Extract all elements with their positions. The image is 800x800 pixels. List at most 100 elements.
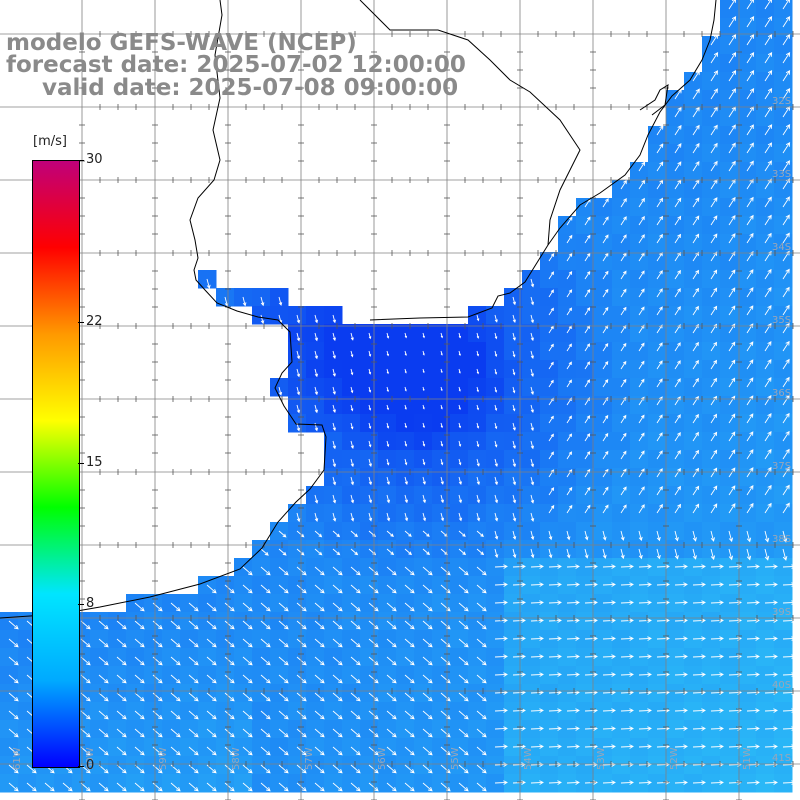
wind-arrow — [404, 638, 415, 648]
wind-speed-cell — [558, 450, 577, 469]
wind-arrow — [170, 746, 181, 756]
wind-speed-cell — [738, 414, 757, 433]
wind-arrow — [746, 467, 754, 478]
wind-arrow — [260, 548, 269, 556]
wind-speed-cell — [720, 378, 739, 397]
wind-arrow — [152, 638, 163, 648]
wind-arrow — [494, 458, 498, 468]
wind-speed-cell — [648, 414, 667, 433]
wind-arrow — [8, 764, 19, 774]
wind-arrow — [332, 548, 341, 556]
wind-arrow — [188, 656, 199, 666]
wind-speed-cell — [648, 486, 667, 505]
coastline — [0, 0, 717, 619]
wind-arrow — [494, 548, 499, 559]
wind-arrow — [566, 379, 572, 388]
wind-arrow — [584, 451, 591, 460]
wind-speed-cell — [720, 342, 739, 361]
wind-speed-cell — [648, 144, 667, 163]
wind-speed-cell — [594, 468, 613, 487]
wind-arrow — [548, 654, 562, 659]
wind-arrow — [620, 342, 627, 352]
wind-arrow — [476, 350, 480, 357]
wind-arrow — [602, 636, 616, 641]
wind-arrow — [332, 332, 336, 342]
wind-arrow — [584, 379, 591, 388]
wind-speed-cell — [738, 0, 757, 19]
wind-speed-cell — [540, 450, 559, 469]
wind-arrow — [638, 672, 652, 677]
wind-arrow — [548, 618, 562, 623]
wind-arrow — [350, 584, 361, 594]
wind-arrow — [476, 440, 480, 448]
wind-arrow — [728, 70, 737, 82]
wind-arrow — [764, 214, 772, 226]
wind-arrow — [746, 636, 760, 641]
wind-speed-cell — [666, 216, 685, 235]
wind-arrow — [98, 764, 109, 774]
wind-arrow — [206, 782, 217, 792]
wind-arrow — [746, 16, 755, 28]
wind-arrow — [728, 503, 736, 514]
wind-arrow — [404, 476, 408, 486]
wind-arrow — [350, 764, 361, 774]
wind-arrow — [638, 600, 652, 605]
wind-arrow — [206, 656, 217, 666]
wind-arrow — [260, 620, 271, 630]
wind-arrow — [278, 584, 289, 594]
wind-arrow — [692, 654, 706, 659]
wind-arrow — [314, 602, 325, 612]
wind-speed-cell — [702, 468, 721, 487]
wind-arrow — [656, 672, 670, 677]
wind-arrow — [620, 360, 627, 370]
wind-arrow — [512, 422, 516, 431]
wind-arrow — [422, 332, 425, 339]
wind-arrow — [44, 782, 55, 792]
wind-arrow — [782, 34, 791, 46]
wind-arrow — [80, 710, 91, 720]
wind-arrow — [332, 314, 337, 324]
wind-arrow — [350, 494, 355, 504]
wind-arrow — [188, 692, 199, 702]
wind-arrow — [746, 70, 755, 82]
wind-arrow — [674, 618, 688, 623]
wind-arrow — [710, 305, 718, 316]
wind-arrow — [26, 782, 37, 792]
wind-speed-cell — [576, 216, 595, 235]
wind-arrow — [710, 780, 724, 785]
wind-speed-cell — [576, 252, 595, 271]
wind-arrow — [332, 386, 336, 395]
wind-speed-cell — [648, 396, 667, 415]
wind-arrow — [656, 564, 670, 569]
wind-arrow — [728, 467, 736, 478]
wind-arrow — [242, 692, 253, 702]
wind-arrow — [548, 708, 562, 713]
wind-speed-cell — [666, 162, 685, 181]
wind-arrow — [548, 582, 562, 587]
colorbar-tick-mark — [78, 160, 84, 161]
wind-speed-cell — [576, 432, 595, 451]
wind-arrow — [764, 124, 773, 136]
wind-arrow — [746, 780, 760, 785]
wind-speed-cell — [774, 486, 793, 505]
latitude-label: 36S — [772, 388, 791, 399]
wind-speed-cell — [594, 378, 613, 397]
wind-arrow — [620, 636, 634, 641]
wind-arrow — [566, 726, 580, 731]
wind-speed-cell — [738, 90, 757, 109]
wind-arrow — [278, 656, 289, 666]
wind-speed-cell — [738, 144, 757, 163]
wind-arrow — [746, 413, 754, 424]
wind-arrow — [260, 674, 271, 684]
wind-arrow — [674, 288, 681, 298]
wind-arrow — [332, 764, 343, 774]
wind-speed-cell — [720, 396, 739, 415]
wind-arrow — [674, 450, 681, 460]
wind-speed-cell — [594, 342, 613, 361]
wind-speed-cell — [666, 144, 685, 163]
wind-arrow — [782, 160, 791, 172]
wind-arrow — [260, 746, 271, 756]
wind-arrow — [476, 692, 487, 702]
wind-speed-cell — [702, 504, 721, 523]
wind-arrow — [458, 530, 466, 537]
